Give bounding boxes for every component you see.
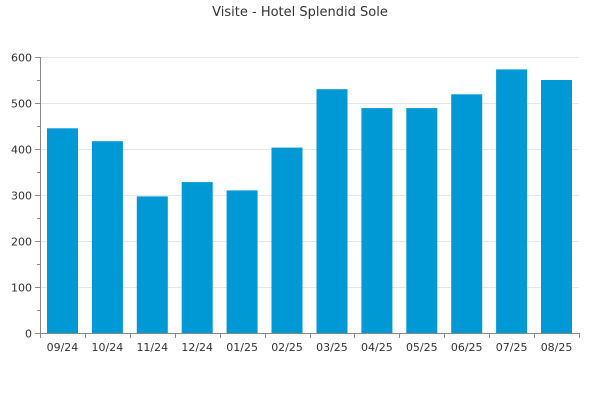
x-tick-label: 05/25 xyxy=(406,341,438,354)
bar xyxy=(361,108,393,333)
y-tick-labels: 0 100 200 300 400 500 600 xyxy=(11,52,32,341)
x-tick-label: 02/25 xyxy=(271,341,303,354)
x-tick-label: 01/25 xyxy=(226,341,258,354)
y-tick-label: 600 xyxy=(11,52,32,65)
bar xyxy=(136,196,168,333)
bar xyxy=(451,94,483,333)
y-tick-label: 200 xyxy=(11,236,32,249)
axes xyxy=(35,57,580,338)
x-tick-label: 11/24 xyxy=(136,341,168,354)
x-tick-label: 03/25 xyxy=(316,341,348,354)
chart-title: Visite - Hotel Splendid Sole xyxy=(212,5,388,20)
x-tick-label: 10/24 xyxy=(92,341,124,354)
x-tick-label: 06/25 xyxy=(451,341,483,354)
bar xyxy=(47,128,78,333)
bar xyxy=(91,141,123,333)
y-tick-label: 100 xyxy=(11,282,32,295)
x-tick-label: 08/25 xyxy=(541,341,573,354)
x-tick-labels: 09/24 10/24 11/24 12/24 01/25 02/25 03/25 04/25… xyxy=(47,341,573,354)
bar xyxy=(316,89,348,333)
bar xyxy=(496,69,528,334)
x-tick-label: 04/25 xyxy=(361,341,393,354)
bar xyxy=(226,190,258,333)
y-tick-label: 300 xyxy=(11,190,32,203)
bar xyxy=(181,182,213,333)
bar xyxy=(271,147,303,333)
y-tick-label: 0 xyxy=(25,328,32,341)
y-tick-label: 500 xyxy=(11,98,32,111)
bar xyxy=(541,80,572,333)
bars xyxy=(47,69,572,334)
x-tick-label: 12/24 xyxy=(181,341,213,354)
x-tick-label: 09/24 xyxy=(47,341,79,354)
gridlines xyxy=(40,57,579,288)
y-tick-label: 400 xyxy=(11,144,32,157)
x-tick-label: 07/25 xyxy=(496,341,528,354)
bar xyxy=(406,108,438,333)
